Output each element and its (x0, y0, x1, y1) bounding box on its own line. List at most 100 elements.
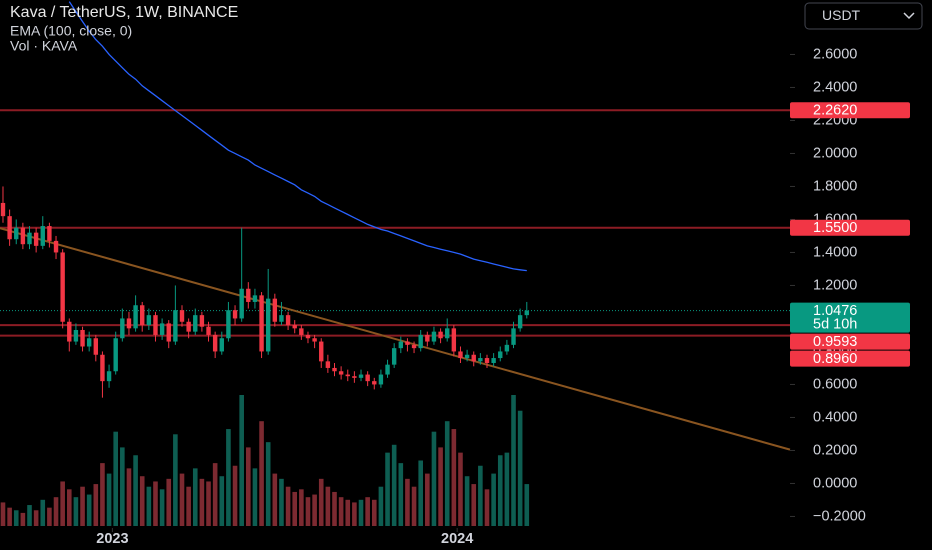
candle-body (438, 331, 443, 339)
candle-body (67, 321, 72, 342)
candle-body (239, 288, 244, 319)
volume-bar (153, 481, 158, 526)
volume-bar (33, 510, 39, 526)
candle-body (219, 338, 224, 352)
price-tag (790, 102, 910, 119)
volume-bar (471, 484, 477, 526)
volume-bar (285, 486, 291, 526)
volume-bar (358, 499, 364, 526)
candle-body (378, 374, 384, 385)
candle-body (159, 323, 165, 335)
price-tag-label: 1.0476 (813, 303, 857, 319)
candle-body (391, 348, 397, 365)
volume-bar (146, 486, 152, 526)
volume-bar (279, 478, 284, 526)
candle-body (7, 216, 12, 240)
candle-body (40, 226, 45, 246)
candle-body (80, 330, 85, 347)
x-tick-label: 2024 (441, 531, 473, 547)
candle-body (365, 374, 370, 382)
volume-bar (305, 497, 311, 526)
volume-bar (212, 463, 218, 526)
y-tick-label: 0.6000 (813, 376, 857, 392)
volume-bar (524, 484, 530, 526)
volume-bar (139, 476, 145, 526)
volume-bar (292, 491, 298, 526)
currency-button[interactable] (804, 2, 923, 30)
y-tick-label: 2.4000 (813, 79, 857, 95)
candle-body (398, 341, 404, 349)
ema-line (68, 1, 527, 272)
candle-body (14, 227, 19, 240)
volume-bar (86, 494, 92, 526)
volume-bar (159, 489, 165, 526)
candle-body (20, 227, 26, 245)
candle-body (259, 295, 264, 352)
candle-body (226, 310, 231, 339)
volume-bar (113, 431, 118, 526)
candle-body (285, 315, 291, 326)
candle-body (372, 381, 377, 385)
volume-bar (192, 468, 198, 526)
volume-bar (458, 452, 463, 526)
price-tag (790, 219, 910, 236)
candle-body (498, 351, 503, 359)
y-tick-label: 2.6000 (813, 46, 857, 62)
volume-bar (312, 494, 317, 526)
candle-body (272, 298, 278, 322)
volume-bar (405, 478, 410, 526)
volume-bar (484, 489, 490, 526)
volume-bar (239, 395, 244, 526)
volume-bar (431, 431, 437, 526)
volume-bar (47, 507, 52, 526)
dropdown-chevron[interactable] (903, 12, 915, 20)
trendline (0, 227, 791, 451)
volume-bar (80, 486, 85, 526)
volume-bar (464, 476, 470, 526)
candle-body (126, 318, 132, 329)
candle-body (73, 330, 79, 342)
candle-body (100, 354, 105, 382)
y-tick-label: 0.2000 (813, 442, 857, 458)
volume-legend: Vol · KAVA (10, 38, 78, 54)
y-tick-label: 0.0000 (813, 475, 857, 491)
volume-bar (232, 465, 238, 526)
volume-bar (451, 429, 457, 526)
volume-bar (252, 468, 258, 526)
candle-body (86, 338, 92, 347)
volume-bar (444, 421, 450, 526)
candle-body (186, 321, 191, 332)
volume-bar (100, 463, 105, 526)
volume-bar (166, 478, 172, 526)
candle-body (425, 334, 430, 342)
volume-bar (179, 473, 185, 526)
candle-body (120, 318, 125, 339)
volume-bar (40, 499, 46, 526)
volume-bar (425, 473, 430, 526)
volume-bar (265, 442, 271, 526)
volume-bar (352, 502, 357, 526)
candle-body (206, 326, 211, 335)
candle-body (352, 376, 357, 378)
volume-bar (73, 497, 79, 526)
candle-body (385, 364, 390, 375)
volume-bar (106, 473, 112, 526)
candle-body (292, 325, 297, 329)
candle-body (445, 328, 450, 339)
ema-legend: EMA (100, close, 0) (10, 23, 132, 39)
volume-bar (186, 486, 191, 526)
price-tag-label: 1.5500 (813, 220, 857, 236)
candle-body (517, 315, 523, 329)
price-tag (790, 302, 910, 333)
volume-bar (411, 486, 417, 526)
volume-bar (20, 512, 26, 526)
volume-bar (378, 486, 384, 526)
volume-bar (259, 421, 264, 526)
currency-label[interactable]: USDT (822, 7, 861, 23)
volume-bar (325, 486, 331, 526)
volume-bar (226, 429, 231, 526)
candle-body (418, 334, 423, 349)
price-tag-label: 2.2620 (813, 103, 857, 119)
candle-body (464, 354, 470, 359)
